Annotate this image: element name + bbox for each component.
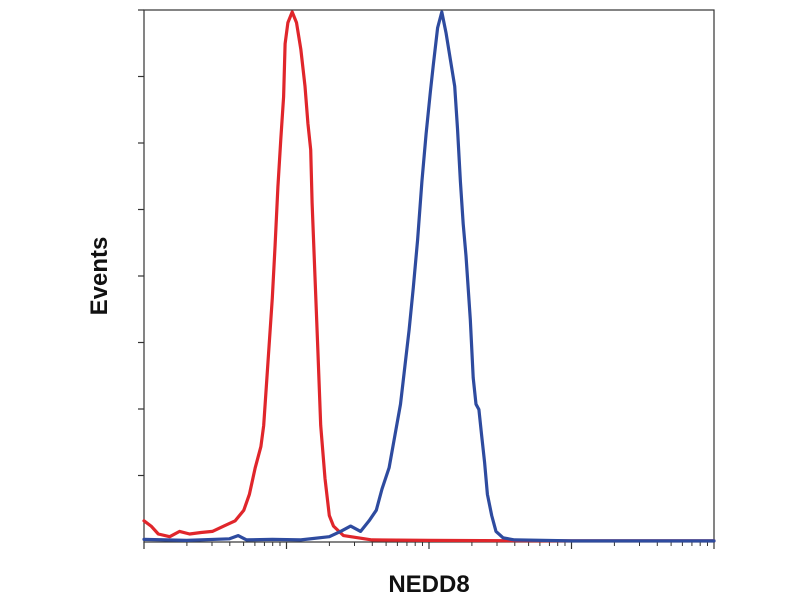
y-axis-label: Events <box>86 237 113 316</box>
histogram-series-1 <box>142 10 716 543</box>
x-axis-label: NEDD8 <box>388 571 469 598</box>
histogram-series-2 <box>142 10 716 543</box>
x-axis-ticks <box>143 542 715 549</box>
y-axis-ticks <box>138 9 144 477</box>
series-layer <box>142 10 716 543</box>
